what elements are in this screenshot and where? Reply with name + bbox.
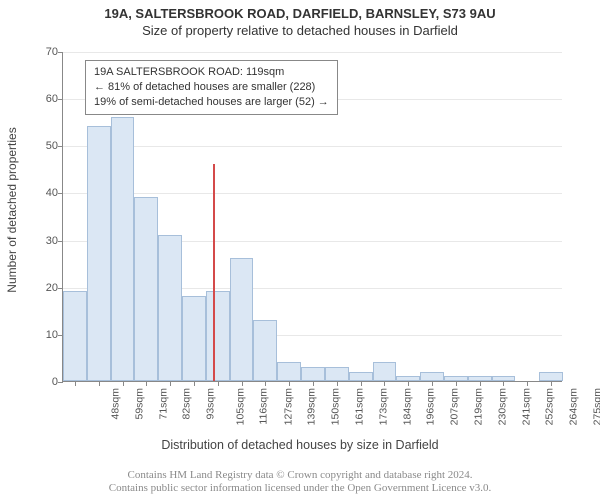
xtick-label: 150sqm [330, 388, 342, 425]
xtick-mark [194, 381, 195, 386]
xtick-label: 127sqm [282, 388, 294, 425]
footer-line1: Contains HM Land Registry data © Crown c… [0, 469, 600, 483]
chart-title-address: 19A, SALTERSBROOK ROAD, DARFIELD, BARNSL… [0, 6, 600, 21]
xtick-label: 207sqm [449, 388, 461, 425]
ytick-mark [58, 99, 63, 100]
footer-credits: Contains HM Land Registry data © Crown c… [0, 469, 600, 497]
annotation-box: 19A SALTERSBROOK ROAD: 119sqm← 81% of de… [85, 60, 338, 115]
histogram-bar [253, 320, 277, 381]
histogram-bar [230, 258, 254, 381]
xtick-mark [99, 381, 100, 386]
xtick-mark [408, 381, 409, 386]
xtick-mark [432, 381, 433, 386]
xtick-mark [289, 381, 290, 386]
gridline [63, 52, 562, 53]
xtick-mark [146, 381, 147, 386]
histogram-bar [182, 296, 206, 381]
xtick-label: 105sqm [234, 388, 246, 425]
xtick-label: 275sqm [591, 388, 600, 425]
histogram-bar [158, 235, 182, 381]
xtick-label: 173sqm [377, 388, 389, 425]
ytick-label: 60 [18, 93, 58, 105]
xtick-mark [527, 381, 528, 386]
xtick-mark [218, 381, 219, 386]
xtick-label: 161sqm [353, 388, 365, 425]
xtick-mark [123, 381, 124, 386]
xtick-label: 196sqm [425, 388, 437, 425]
xtick-label: 241sqm [520, 388, 532, 425]
histogram-bar [325, 367, 349, 381]
ytick-mark [58, 146, 63, 147]
xtick-label: 264sqm [568, 388, 580, 425]
gridline [63, 193, 562, 194]
footer-line2: Contains public sector information licen… [0, 482, 600, 496]
ytick-label: 0 [18, 376, 58, 388]
xtick-label: 252sqm [544, 388, 556, 425]
histogram-bar [206, 291, 230, 381]
xtick-mark [384, 381, 385, 386]
chart-title-desc: Size of property relative to detached ho… [0, 23, 600, 38]
xtick-mark [265, 381, 266, 386]
xtick-label: 230sqm [496, 388, 508, 425]
annotation-line: 19% of semi-detached houses are larger (… [94, 95, 329, 110]
histogram-bar [539, 372, 563, 381]
histogram-bar [87, 126, 111, 381]
xtick-mark [242, 381, 243, 386]
ytick-mark [58, 52, 63, 53]
y-axis-title: Number of detached properties [5, 127, 19, 292]
ytick-label: 50 [18, 140, 58, 152]
ytick-mark [58, 193, 63, 194]
xtick-mark [337, 381, 338, 386]
ytick-label: 10 [18, 329, 58, 341]
xtick-label: 48sqm [109, 388, 121, 420]
x-axis-title: Distribution of detached houses by size … [0, 438, 600, 452]
xtick-mark [170, 381, 171, 386]
ytick-label: 40 [18, 187, 58, 199]
xtick-label: 139sqm [306, 388, 318, 425]
ytick-mark [58, 288, 63, 289]
xtick-label: 93sqm [205, 388, 217, 420]
xtick-label: 219sqm [472, 388, 484, 425]
xtick-mark [456, 381, 457, 386]
xtick-label: 82sqm [181, 388, 193, 420]
xtick-label: 59sqm [133, 388, 145, 420]
ytick-label: 20 [18, 282, 58, 294]
histogram-bar [111, 117, 135, 381]
histogram-bar [349, 372, 373, 381]
title-block: 19A, SALTERSBROOK ROAD, DARFIELD, BARNSL… [0, 0, 600, 38]
xtick-label: 184sqm [401, 388, 413, 425]
ytick-mark [58, 382, 63, 383]
xtick-mark [75, 381, 76, 386]
histogram-bar [420, 372, 444, 381]
xtick-mark [551, 381, 552, 386]
ytick-mark [58, 241, 63, 242]
histogram-bar [63, 291, 87, 381]
histogram-bar [277, 362, 301, 381]
ytick-label: 30 [18, 235, 58, 247]
xtick-mark [361, 381, 362, 386]
xtick-mark [313, 381, 314, 386]
xtick-mark [480, 381, 481, 386]
annotation-line: 19A SALTERSBROOK ROAD: 119sqm [94, 65, 329, 80]
histogram-bar [301, 367, 325, 381]
annotation-line: ← 81% of detached houses are smaller (22… [94, 80, 329, 95]
xtick-label: 71sqm [157, 388, 169, 420]
property-marker-line [213, 164, 215, 381]
chart-container: 19A, SALTERSBROOK ROAD, DARFIELD, BARNSL… [0, 0, 600, 500]
histogram-bar [373, 362, 397, 381]
xtick-mark [503, 381, 504, 386]
histogram-bar [134, 197, 158, 381]
xtick-label: 116sqm [257, 388, 269, 425]
gridline [63, 146, 562, 147]
ytick-label: 70 [18, 46, 58, 58]
